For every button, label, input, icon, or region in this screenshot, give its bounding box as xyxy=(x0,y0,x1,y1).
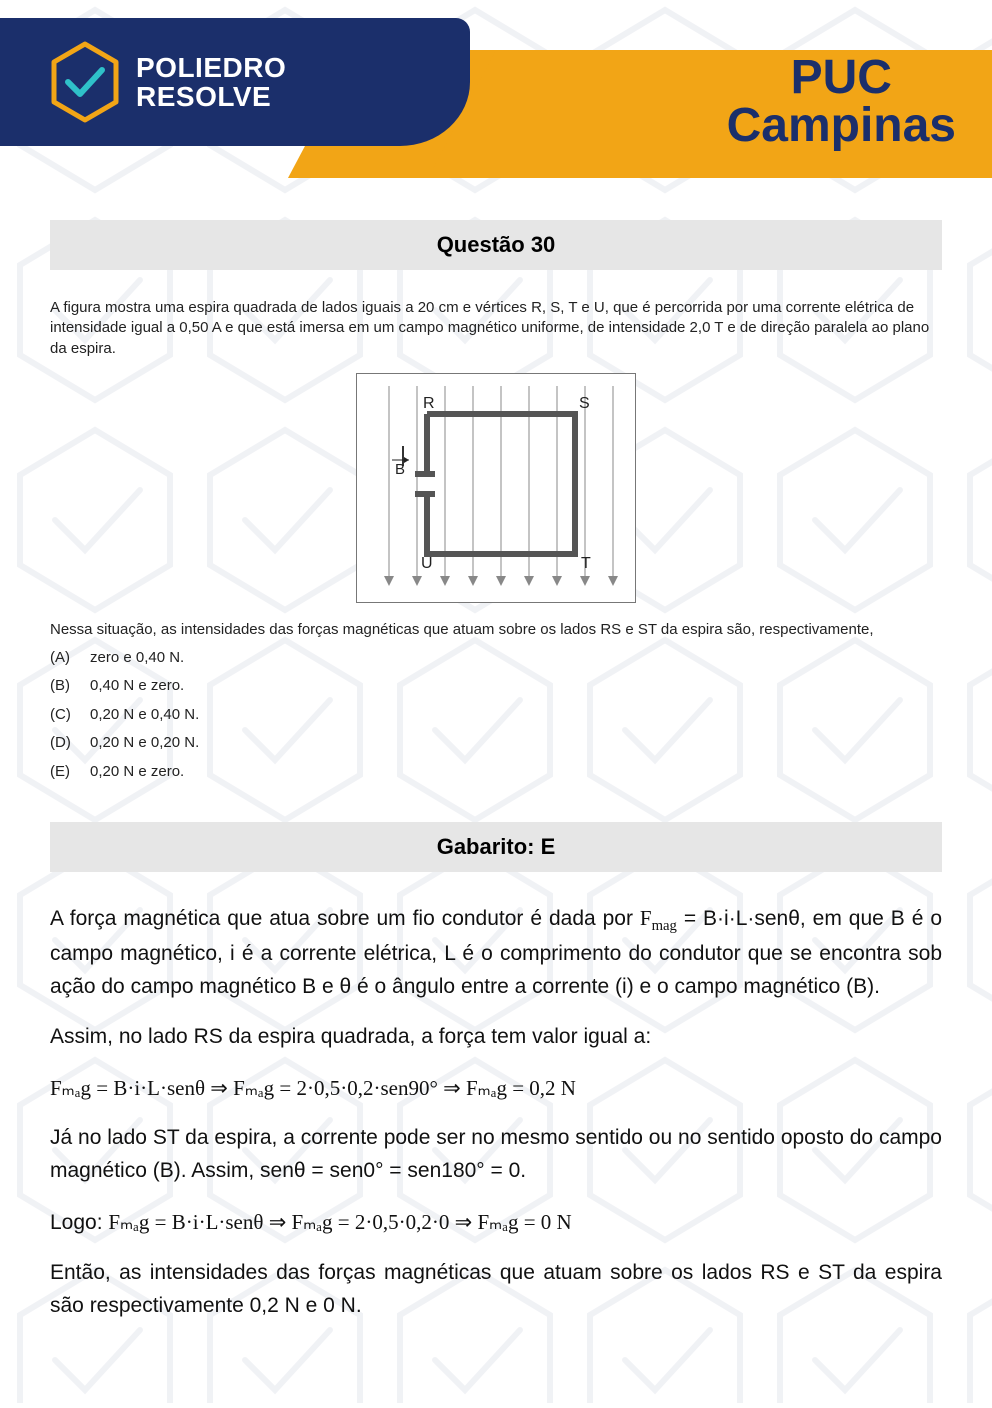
option-e: (E) 0,20 N e zero. xyxy=(50,758,942,787)
exam-line1: PUC xyxy=(727,54,956,102)
brand-line2: RESOLVE xyxy=(136,82,286,111)
option-text: 0,20 N e zero. xyxy=(90,758,184,787)
option-letter: (D) xyxy=(50,729,78,758)
question-figure: B R S T U xyxy=(356,373,636,603)
options-list: (A) zero e 0,40 N. (B) 0,40 N e zero. (C… xyxy=(50,644,942,787)
option-text: 0,20 N e 0,40 N. xyxy=(90,701,199,730)
option-c: (C) 0,20 N e 0,40 N. xyxy=(50,701,942,730)
question-post: Nessa situação, as intensidades das forç… xyxy=(50,621,942,638)
option-d: (D) 0,20 N e 0,20 N. xyxy=(50,729,942,758)
page-header: POLIEDRO RESOLVE PUC Campinas xyxy=(0,0,992,180)
option-text: zero e 0,40 N. xyxy=(90,644,184,673)
figure-label-S: S xyxy=(579,395,590,412)
brand-logo: POLIEDRO RESOLVE xyxy=(48,40,286,124)
solution-body: A força magnética que atua sobre um fio … xyxy=(50,902,942,1322)
option-letter: (A) xyxy=(50,644,78,673)
figure-label-T: T xyxy=(581,555,591,572)
option-b: (B) 0,40 N e zero. xyxy=(50,672,942,701)
exam-line2: Campinas xyxy=(727,102,956,150)
option-letter: (C) xyxy=(50,701,78,730)
answer-title: Gabarito: E xyxy=(50,822,942,872)
hexagon-check-icon xyxy=(48,40,122,124)
solution-p5: Então, as intensidades das forças magnét… xyxy=(50,1257,942,1322)
figure-label-U: U xyxy=(421,555,433,572)
exam-name: PUC Campinas xyxy=(727,54,956,150)
figure-label-R: R xyxy=(423,395,435,412)
option-text: 0,20 N e 0,20 N. xyxy=(90,729,199,758)
option-letter: (B) xyxy=(50,672,78,701)
option-letter: (E) xyxy=(50,758,78,787)
solution-eq1: Fₘₐg = B·i·L·senθ ⇒ Fₘₐg = 2·0,5·0,2·sen… xyxy=(50,1072,942,1105)
option-a: (A) zero e 0,40 N. xyxy=(50,644,942,673)
brand-line1: POLIEDRO xyxy=(136,53,286,82)
question-stem: A figura mostra uma espira quadrada de l… xyxy=(50,298,942,359)
solution-p2: Assim, no lado RS da espira quadrada, a … xyxy=(50,1021,942,1054)
solution-p3: Já no lado ST da espira, a corrente pode… xyxy=(50,1122,942,1187)
question-title: Questão 30 xyxy=(50,220,942,270)
figure-label-B: B xyxy=(395,461,405,478)
option-text: 0,40 N e zero. xyxy=(90,672,184,701)
solution-p4: Logo: Fₘₐg = B·i·L·senθ ⇒ Fₘₐg = 2·0,5·0… xyxy=(50,1206,942,1240)
solution-p1: A força magnética que atua sobre um fio … xyxy=(50,902,942,1003)
